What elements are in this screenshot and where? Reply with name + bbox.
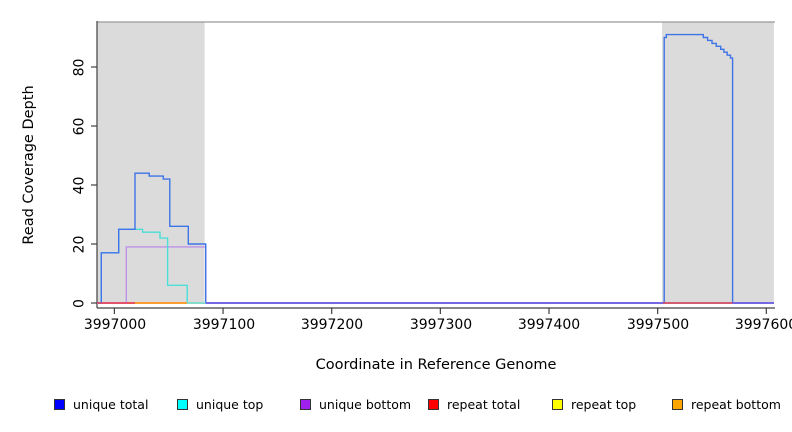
repeat-bottom-swatch-icon: [672, 398, 683, 410]
x-tick-label-1: 3997100: [192, 317, 256, 333]
x-tick-label-4: 3997400: [517, 317, 581, 333]
legend-item-repeat-total: repeat total: [428, 396, 520, 412]
unique-total-swatch-icon: [54, 398, 65, 410]
legend-label-repeat-bottom: repeat bottom: [691, 396, 781, 412]
repeat-top-swatch-icon: [552, 398, 563, 410]
legend-label-repeat-total: repeat total: [447, 396, 521, 412]
legend-item-unique-bottom: unique bottom: [300, 396, 411, 412]
x-tick-label-6: 3997600: [734, 317, 792, 333]
unique-bottom-swatch-icon: [300, 398, 311, 410]
x-axis-title: Coordinate in Reference Genome: [315, 357, 557, 373]
legend-item-unique-total: unique total: [54, 396, 148, 412]
legend-item-repeat-top: repeat top: [552, 396, 636, 412]
x-tick-label-3: 3997300: [409, 317, 473, 333]
legend-item-unique-top: unique top: [177, 396, 263, 412]
repeat-total-swatch-icon: [428, 398, 439, 410]
legend-label-unique-top: unique top: [196, 396, 264, 412]
legend-label-unique-bottom: unique bottom: [319, 396, 412, 412]
unique-top-swatch-icon: [177, 398, 188, 410]
legend-item-repeat-bottom: repeat bottom: [672, 396, 781, 412]
legend-label-unique-total: unique total: [73, 396, 149, 412]
x-tick-label-0: 3997000: [83, 317, 147, 333]
legend-label-repeat-top: repeat top: [571, 396, 637, 412]
x-tick-label-2: 3997200: [300, 317, 364, 333]
x-tick-label-5: 3997500: [626, 317, 690, 333]
